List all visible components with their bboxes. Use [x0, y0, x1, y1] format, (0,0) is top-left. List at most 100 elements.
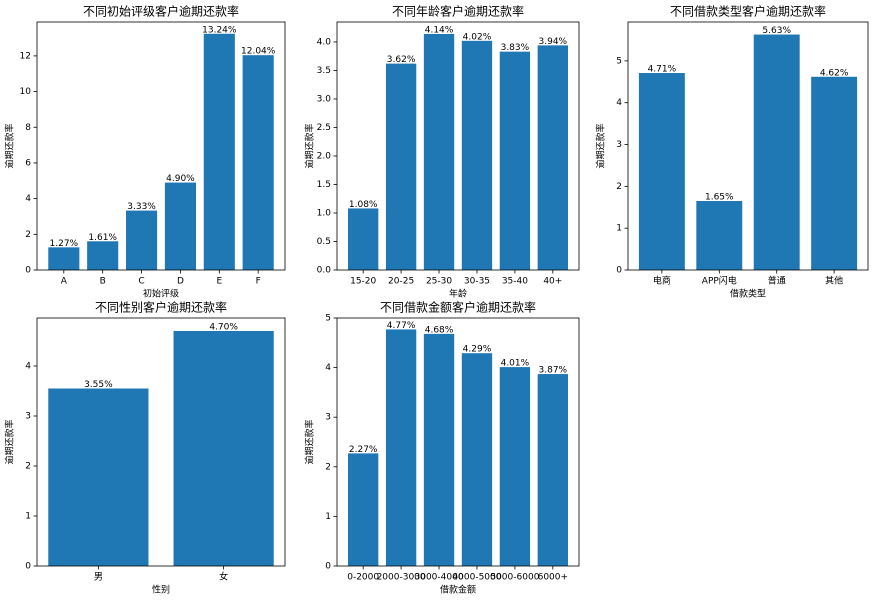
- bar: [696, 200, 743, 270]
- bar: [537, 374, 568, 566]
- chart-title: 不同借款金额客户逾期还款率: [380, 300, 536, 315]
- value-label: 3.62%: [387, 55, 416, 65]
- x-tick-label: D: [177, 277, 184, 287]
- value-label: 3.33%: [127, 202, 156, 212]
- value-label: 4.29%: [463, 345, 492, 355]
- value-label: 3.83%: [501, 43, 530, 53]
- plot-frame: [627, 21, 869, 271]
- value-label: 1.61%: [88, 233, 117, 243]
- bar: [348, 453, 379, 566]
- value-label: 3.87%: [539, 366, 568, 376]
- value-label: 4.70%: [209, 323, 238, 333]
- bar: [173, 331, 274, 566]
- bar: [48, 388, 149, 566]
- x-tick-label: B: [100, 277, 106, 287]
- value-label: 4.14%: [425, 25, 454, 35]
- y-axis-label: 逾期还款率: [4, 123, 16, 168]
- y-tick-label: 4: [325, 363, 331, 373]
- bar: [385, 329, 417, 566]
- bar: [461, 353, 493, 566]
- x-tick-label: 其他: [825, 275, 843, 287]
- bar: [126, 210, 158, 270]
- y-tick-label: 4: [616, 98, 622, 108]
- chart-title: 不同年龄客户逾期还款率: [392, 4, 524, 19]
- y-tick-label: 0: [25, 266, 31, 276]
- value-label: 4.01%: [501, 359, 530, 369]
- x-axis-label: 初始评级: [143, 288, 179, 300]
- value-label: 5.63%: [762, 26, 791, 36]
- bar: [203, 33, 235, 270]
- bar: [537, 45, 568, 271]
- x-tick-label: 25-30: [426, 277, 452, 287]
- y-axis-label: 逾期还款率: [595, 123, 607, 168]
- plot-frame: [36, 21, 286, 271]
- y-tick-label: 3.5: [317, 66, 331, 76]
- x-tick-label: 0-2000: [347, 573, 379, 583]
- y-tick-label: 1: [325, 512, 331, 522]
- value-label: 4.71%: [648, 65, 677, 75]
- y-tick-label: 4: [25, 362, 31, 372]
- y-tick-label: 2: [25, 462, 31, 472]
- value-label: 4.02%: [463, 32, 492, 42]
- y-tick-label: 2.5: [317, 123, 331, 133]
- y-tick-label: 3: [25, 412, 31, 422]
- bar: [48, 247, 80, 270]
- bar: [242, 55, 274, 271]
- y-tick-label: 4: [25, 194, 31, 204]
- bar: [385, 63, 417, 270]
- bar: [87, 241, 119, 270]
- y-tick-label: 0: [325, 562, 331, 572]
- value-label: 4.62%: [820, 68, 849, 78]
- bar: [164, 182, 196, 270]
- plot-frame: [336, 317, 580, 567]
- bar: [461, 40, 493, 270]
- y-axis-label: 逾期还款率: [4, 419, 16, 464]
- bar: [348, 208, 379, 270]
- chart-title: 不同借款类型客户逾期还款率: [670, 4, 826, 19]
- bar: [499, 51, 531, 270]
- x-tick-label: 20-25: [388, 277, 414, 287]
- x-tick-label: 电商: [653, 275, 671, 287]
- chart-title: 不同性别客户逾期还款率: [95, 300, 227, 315]
- value-label: 1.08%: [349, 200, 378, 210]
- y-tick-label: 2: [25, 230, 31, 240]
- x-axis-label: 性别: [152, 584, 170, 596]
- y-tick-label: 1.5: [317, 180, 331, 190]
- x-tick-label: APP闪电: [702, 275, 737, 287]
- y-tick-label: 6: [25, 158, 31, 168]
- value-label: 1.65%: [705, 192, 734, 202]
- value-label: 4.77%: [387, 321, 416, 331]
- y-tick-label: 0: [616, 266, 622, 276]
- x-tick-label: 40+: [543, 277, 562, 287]
- x-tick-label: 35-40: [502, 277, 528, 287]
- value-label: 1.27%: [50, 239, 79, 249]
- x-tick-label: 3000-4000: [415, 573, 464, 583]
- y-tick-label: 3: [325, 413, 331, 423]
- y-tick-label: 2: [616, 182, 622, 192]
- bar: [811, 76, 858, 271]
- y-axis-label: 逾期还款率: [304, 419, 316, 464]
- plot-frame: [36, 317, 286, 567]
- y-tick-label: 5: [616, 56, 622, 66]
- x-tick-label: C: [138, 277, 144, 287]
- x-tick-label: A: [61, 277, 68, 287]
- x-tick-label: 2000-3000: [377, 573, 426, 583]
- x-tick-label: 30-35: [464, 277, 490, 287]
- x-tick-label: 普通: [768, 275, 786, 287]
- value-label: 12.04%: [241, 47, 276, 57]
- y-tick-label: 5: [325, 314, 331, 324]
- value-label: 4.90%: [166, 174, 195, 184]
- y-tick-label: 4.0: [317, 37, 332, 47]
- y-tick-label: 1: [616, 224, 622, 234]
- y-tick-label: 0.5: [317, 237, 331, 247]
- x-axis-label: 借款金额: [440, 584, 476, 596]
- y-tick-label: 3.0: [317, 94, 332, 104]
- y-tick-label: 8: [25, 123, 31, 133]
- bar: [423, 333, 455, 566]
- y-tick-label: 10: [20, 87, 32, 97]
- y-tick-label: 1: [25, 512, 31, 522]
- value-label: 13.24%: [202, 25, 237, 35]
- x-tick-label: 5000-6000: [490, 573, 539, 583]
- x-tick-label: F: [256, 277, 261, 287]
- y-tick-label: 2.0: [317, 151, 332, 161]
